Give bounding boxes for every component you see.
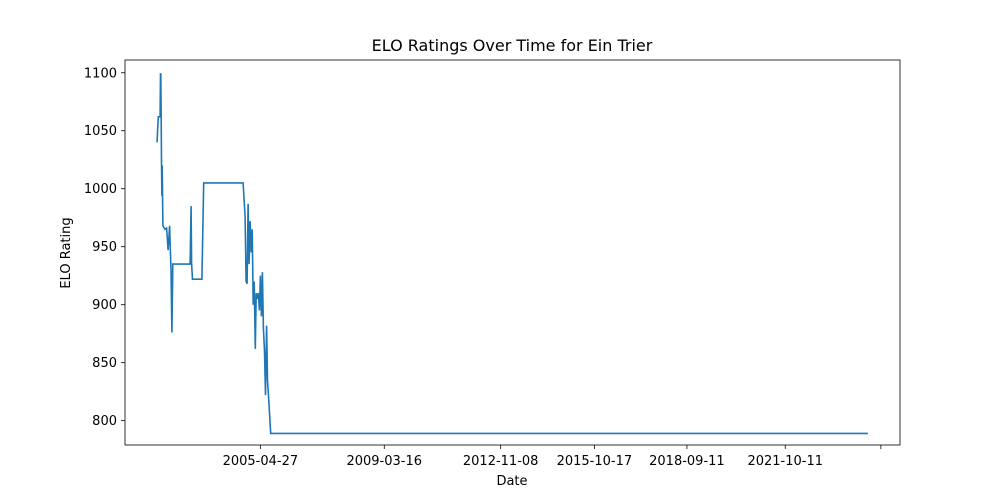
y-ticks: 800 850 900 950 1000 1050 1100: [84, 66, 125, 429]
y-tick-label: 900: [92, 298, 117, 313]
y-axis-label: ELO Rating: [59, 217, 74, 288]
x-ticks: 2005-04-27 2009-03-16 2012-11-08 2015-10-17…: [223, 445, 882, 469]
x-tick-label: 2015-10-17: [557, 454, 633, 469]
plot-frame: [124, 59, 901, 446]
x-tick-label: 2012-11-08: [463, 454, 539, 469]
x-tick-label: 2018-09-11: [649, 454, 725, 469]
elo-series-line: [156, 73, 868, 435]
plot-background: [125, 60, 900, 445]
x-tick-label: 2009-03-16: [346, 454, 422, 469]
x-tick-label: 2021-10-11: [747, 454, 823, 469]
chart-title: ELO Ratings Over Time for Ein Trier: [372, 36, 653, 55]
x-axis-label: Date: [496, 474, 527, 489]
y-tick-label: 1050: [84, 124, 117, 139]
y-tick-label: 1100: [84, 66, 117, 81]
x-tick-label: 2005-04-27: [223, 454, 299, 469]
y-tick-label: 850: [92, 356, 117, 371]
y-tick-label: 950: [92, 240, 117, 255]
y-tick-label: 800: [92, 414, 117, 429]
y-tick-label: 1000: [84, 182, 117, 197]
